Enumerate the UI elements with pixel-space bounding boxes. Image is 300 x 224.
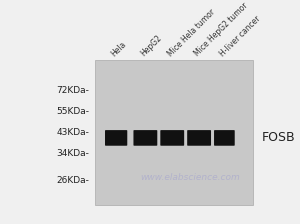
Text: HepG2: HepG2 <box>139 34 164 58</box>
Text: 43KDa-: 43KDa- <box>56 128 89 137</box>
FancyBboxPatch shape <box>160 130 184 146</box>
Text: FOSB: FOSB <box>261 131 295 144</box>
Text: www.elabscience.com: www.elabscience.com <box>140 173 239 182</box>
Text: 34KDa-: 34KDa- <box>56 149 89 158</box>
Text: 55KDa-: 55KDa- <box>56 107 89 116</box>
FancyBboxPatch shape <box>214 130 235 146</box>
FancyBboxPatch shape <box>95 60 253 205</box>
FancyBboxPatch shape <box>134 130 157 146</box>
FancyBboxPatch shape <box>105 130 127 146</box>
Text: H-liver cancer: H-liver cancer <box>218 14 262 58</box>
Text: 26KDa-: 26KDa- <box>56 176 89 185</box>
Text: 72KDa-: 72KDa- <box>56 86 89 95</box>
Text: Hela: Hela <box>110 40 128 58</box>
Text: Mice HepG2 tumor: Mice HepG2 tumor <box>193 2 250 58</box>
Text: Mice Hela tumor: Mice Hela tumor <box>166 7 217 58</box>
FancyBboxPatch shape <box>187 130 211 146</box>
